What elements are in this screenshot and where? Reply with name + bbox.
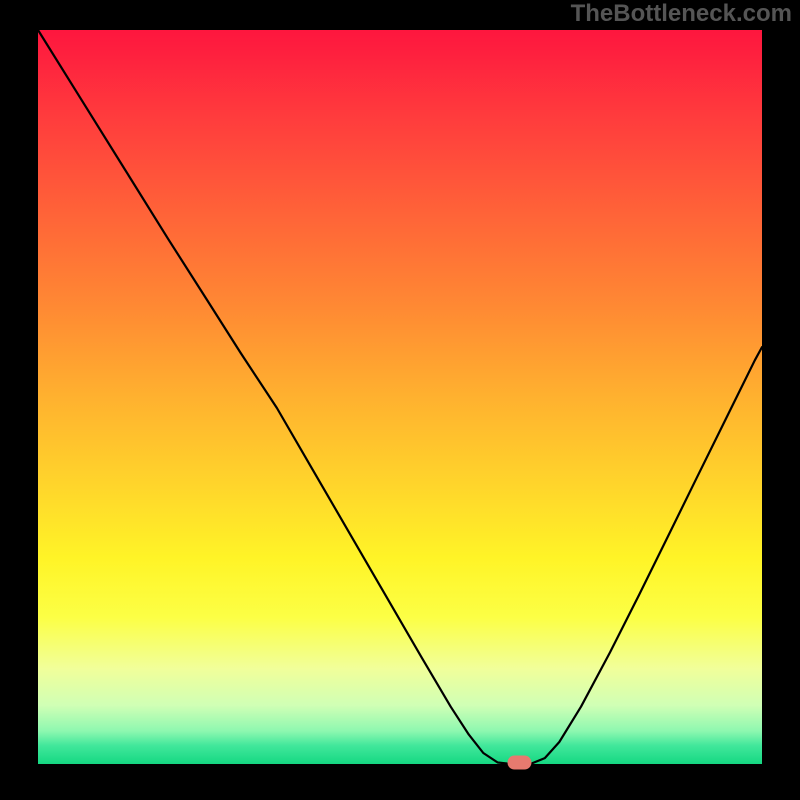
watermark-text: TheBottleneck.com xyxy=(571,0,792,28)
plot-background xyxy=(38,30,762,764)
optimal-marker xyxy=(507,756,531,770)
bottleneck-chart xyxy=(0,0,800,800)
chart-container: TheBottleneck.com xyxy=(0,0,800,800)
